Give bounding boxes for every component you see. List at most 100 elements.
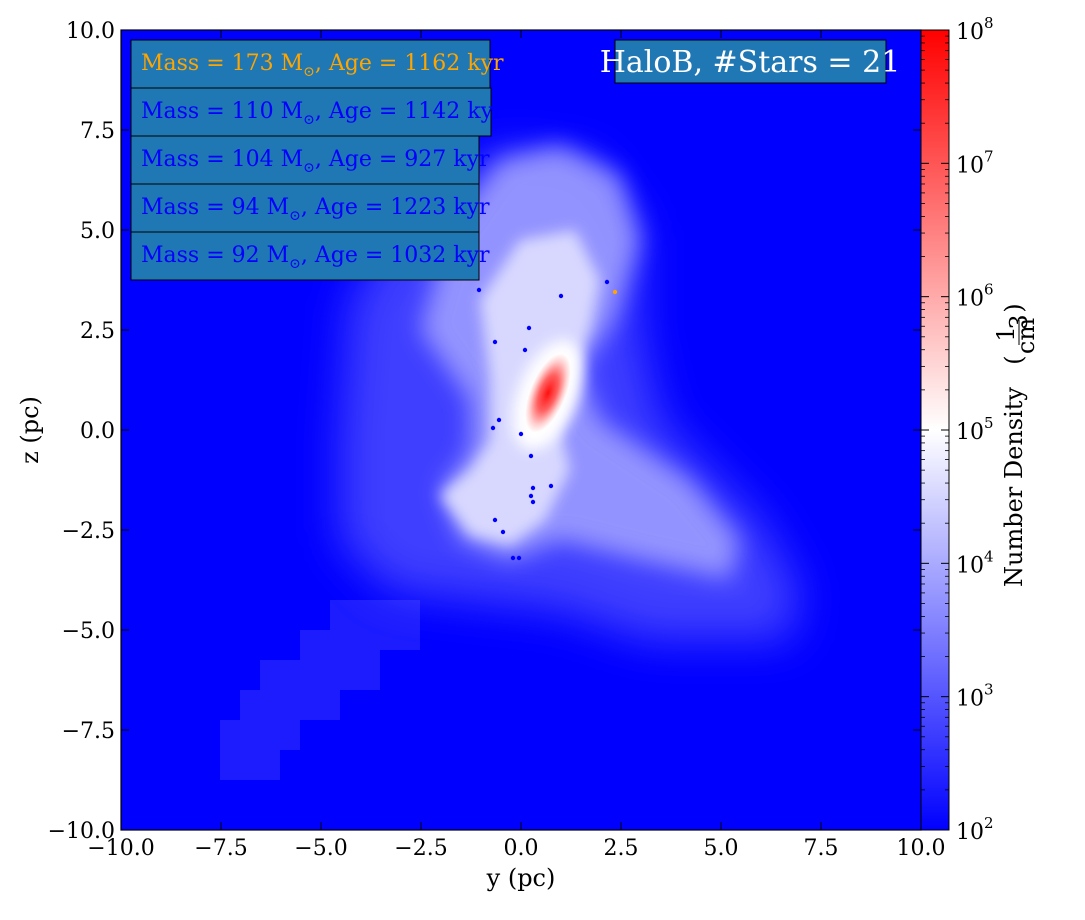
lower-left-filament	[220, 600, 420, 780]
legend-entry: Mass = 92 M⊙, Age = 1032 kyr	[130, 231, 490, 281]
legend-entry: Mass = 173 M⊙, Age = 1162 kyr	[130, 39, 504, 89]
legend-solar-symbol: ⊙	[303, 64, 315, 80]
colorbar-tick-exponent: 6	[984, 281, 994, 299]
legend-entry-box	[130, 231, 480, 281]
legend-mass-text: Mass = 104 M	[141, 147, 303, 172]
legend-age-text: , Age = 1162 kyr	[315, 51, 504, 76]
colorbar-tick-label: 107	[956, 147, 994, 178]
colorbar-tick-base: 10	[956, 287, 984, 312]
star-marker	[604, 279, 610, 285]
star-marker	[528, 453, 534, 459]
colorbar-unit-open-paren: (	[1000, 355, 1028, 364]
x-axis-label: y (pc)	[486, 864, 556, 892]
legend-solar-symbol: ⊙	[303, 112, 315, 128]
y-tick-label: 5.0	[80, 219, 115, 244]
star-marker	[530, 485, 536, 491]
legend-entry-text: Mass = 92 M⊙, Age = 1032 kyr	[141, 243, 490, 272]
colorbar-tick-label: 104	[956, 547, 994, 578]
star-marker	[516, 555, 522, 561]
colorbar-tick-label: 106	[956, 281, 994, 312]
y-tick-label: 0.0	[80, 419, 115, 444]
colorbar-tick-base: 10	[956, 20, 984, 45]
x-tick-label: −7.5	[194, 836, 247, 861]
legend-age-text: , Age = 1142 kyr	[315, 99, 504, 124]
colorbar-tick-exponent: 3	[984, 681, 994, 699]
x-tick-label: 7.5	[804, 836, 839, 861]
x-tick-label: −10.0	[87, 836, 154, 861]
legend-mass-text: Mass = 173 M	[141, 51, 303, 76]
colorbar-tick-label: 105	[956, 414, 994, 445]
star-marker	[612, 289, 618, 295]
legend-solar-symbol: ⊙	[289, 256, 301, 272]
x-tick-label: 0.0	[504, 836, 539, 861]
colorbar-label-text: Number Density	[1000, 387, 1028, 587]
colorbar-tick-exponent: 5	[984, 414, 994, 432]
title-box-background	[614, 39, 887, 84]
y-tick-label: 7.5	[80, 119, 115, 144]
star-marker	[490, 425, 496, 431]
star-marker	[492, 517, 498, 523]
legend-entry-box	[130, 183, 480, 233]
y-tick-label: 2.5	[80, 319, 115, 344]
star-marker	[522, 347, 528, 353]
colorbar-tick-base: 10	[956, 820, 984, 845]
star-marker	[558, 293, 564, 299]
y-tick-label: −5.0	[62, 619, 115, 644]
legend-solar-symbol: ⊙	[289, 208, 301, 224]
legend-entry: Mass = 110 M⊙, Age = 1142 kyr	[130, 87, 504, 137]
legend-entry-text: Mass = 104 M⊙, Age = 927 kyr	[141, 147, 490, 176]
colorbar-tick-base: 10	[956, 553, 984, 578]
legend-entry-box	[130, 39, 491, 89]
x-tick-label: −5.0	[294, 836, 347, 861]
y-tick-label: −10.0	[48, 819, 115, 844]
star-marker	[496, 417, 502, 423]
colorbar-unit-close-paren: )	[1000, 303, 1028, 312]
legend-entry-text: Mass = 173 M⊙, Age = 1162 kyr	[141, 51, 504, 80]
colorbar-tick-exponent: 4	[984, 547, 994, 565]
legend-age-text: , Age = 927 kyr	[315, 147, 490, 172]
x-tick-label: 10.0	[897, 836, 946, 861]
x-tick-label: 5.0	[704, 836, 739, 861]
density-heatmap	[121, 30, 921, 830]
chart-title: HaloB, #Stars = 21	[600, 45, 901, 80]
star-marker	[528, 493, 534, 499]
colorbar-tick-base: 10	[956, 687, 984, 712]
colorbar-unit-numerator: 1	[992, 326, 1020, 341]
star-marker	[476, 287, 482, 293]
colorbar-tick-base: 10	[956, 153, 984, 178]
star-marker	[500, 529, 506, 535]
title-box: HaloB, #Stars = 21	[600, 39, 901, 84]
dense-core	[525, 353, 571, 433]
star-marker	[530, 499, 536, 505]
legend-mass-text: Mass = 110 M	[141, 99, 303, 124]
legend-entry: Mass = 94 M⊙, Age = 1223 kyr	[130, 183, 490, 233]
legend-entry-text: Mass = 110 M⊙, Age = 1142 kyr	[141, 99, 504, 128]
star-marker	[518, 431, 524, 437]
star-marker	[548, 483, 554, 489]
star-marker	[526, 325, 532, 331]
y-axis-label: z (pc)	[16, 396, 44, 464]
colorbar-tick-base: 10	[956, 420, 984, 445]
star-marker	[510, 555, 516, 561]
star-markers	[476, 279, 618, 561]
y-tick-label: 10.0	[66, 19, 115, 44]
x-tick-label: −2.5	[394, 836, 447, 861]
colorbar-label: Number Density ( 1 cm 3 )	[992, 303, 1040, 587]
colorbar-tick-label: 102	[956, 814, 994, 845]
legend-solar-symbol: ⊙	[303, 160, 315, 176]
colorbar-unit-exponent: 3	[1005, 314, 1033, 329]
y-tick-label: −7.5	[62, 719, 115, 744]
legend-entry-box	[130, 135, 480, 185]
colorbar-tick-exponent: 7	[984, 147, 994, 165]
legend-mass-text: Mass = 92 M	[141, 243, 289, 268]
x-axis: −10.0 −7.5 −5.0 −2.5 0.0 2.5 5.0 7.5 10.0	[87, 30, 945, 861]
legend-age-text: , Age = 1032 kyr	[301, 243, 490, 268]
legend-entry-text: Mass = 94 M⊙, Age = 1223 kyr	[141, 195, 490, 224]
star-marker	[492, 339, 498, 345]
colorbar-tick-exponent: 8	[984, 14, 994, 32]
colorbar-tick-label: 103	[956, 681, 994, 712]
